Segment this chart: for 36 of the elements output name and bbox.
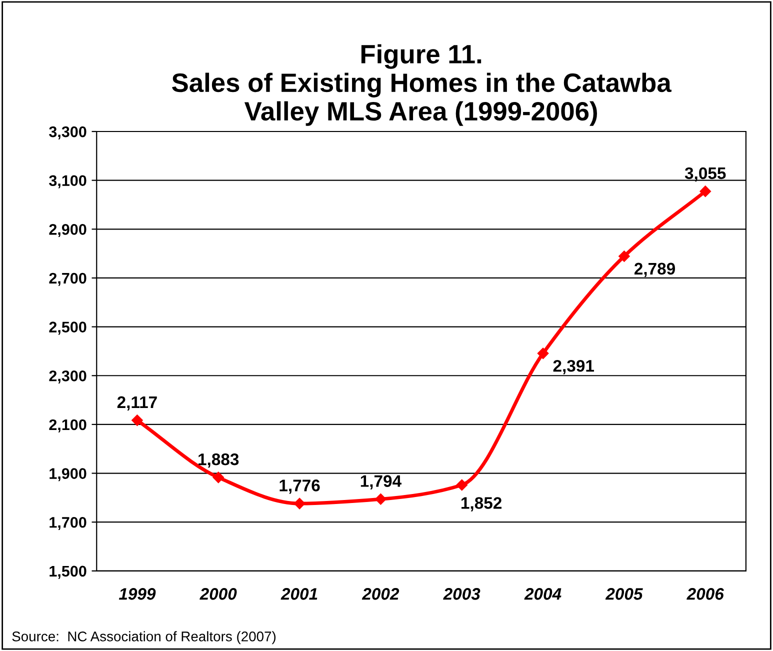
point — [294, 498, 306, 510]
point — [456, 479, 468, 491]
text: 2,391 — [553, 360, 594, 374]
y-tick-label: 2,500 — [49, 322, 86, 335]
text: 1,794 — [360, 475, 402, 490]
text: 2,117 — [117, 396, 157, 411]
point — [537, 348, 549, 360]
y-tick-label: 2,100 — [49, 419, 86, 432]
point — [132, 414, 143, 426]
text: 1,883 — [198, 453, 239, 468]
y-tick-label: 2,300 — [49, 370, 86, 384]
y-tick-label: 2,900 — [49, 224, 86, 238]
y-tick-label: 1,500 — [50, 566, 86, 579]
y-tick-label: 2,700 — [49, 272, 86, 286]
text: 1,776 — [280, 480, 320, 494]
text: 3,055 — [684, 167, 726, 182]
chart-title: Figure 11. Sales of Existing Homes in the Catawba Valley MLS Area (1999-2006) — [172, 44, 672, 126]
x-tick-label: 2006 — [686, 588, 724, 600]
y-tick-label: 1,700 — [50, 516, 86, 530]
text: 2,789 — [634, 262, 675, 278]
x-tick-label: 2000 — [200, 588, 237, 600]
x-tick-label: 1999 — [118, 588, 156, 600]
x-tick-label: 2004 — [524, 588, 562, 600]
x-tick-label: 2005 — [605, 588, 643, 600]
x-tick-label: 2002 — [362, 588, 400, 600]
x-tick-label: 2003 — [443, 588, 480, 600]
point — [618, 250, 630, 262]
y-tick-label: 1,900 — [50, 468, 86, 482]
source-note: Source: NC Association of Realtors (2007) — [12, 631, 276, 644]
y-tick-label: 3,100 — [49, 175, 86, 188]
text: 1,852 — [462, 497, 502, 512]
point — [375, 494, 386, 505]
x-tick-label: 2001 — [280, 588, 318, 600]
point — [212, 472, 224, 484]
y-tick-label: 3,300 — [49, 126, 86, 140]
point — [700, 186, 711, 197]
